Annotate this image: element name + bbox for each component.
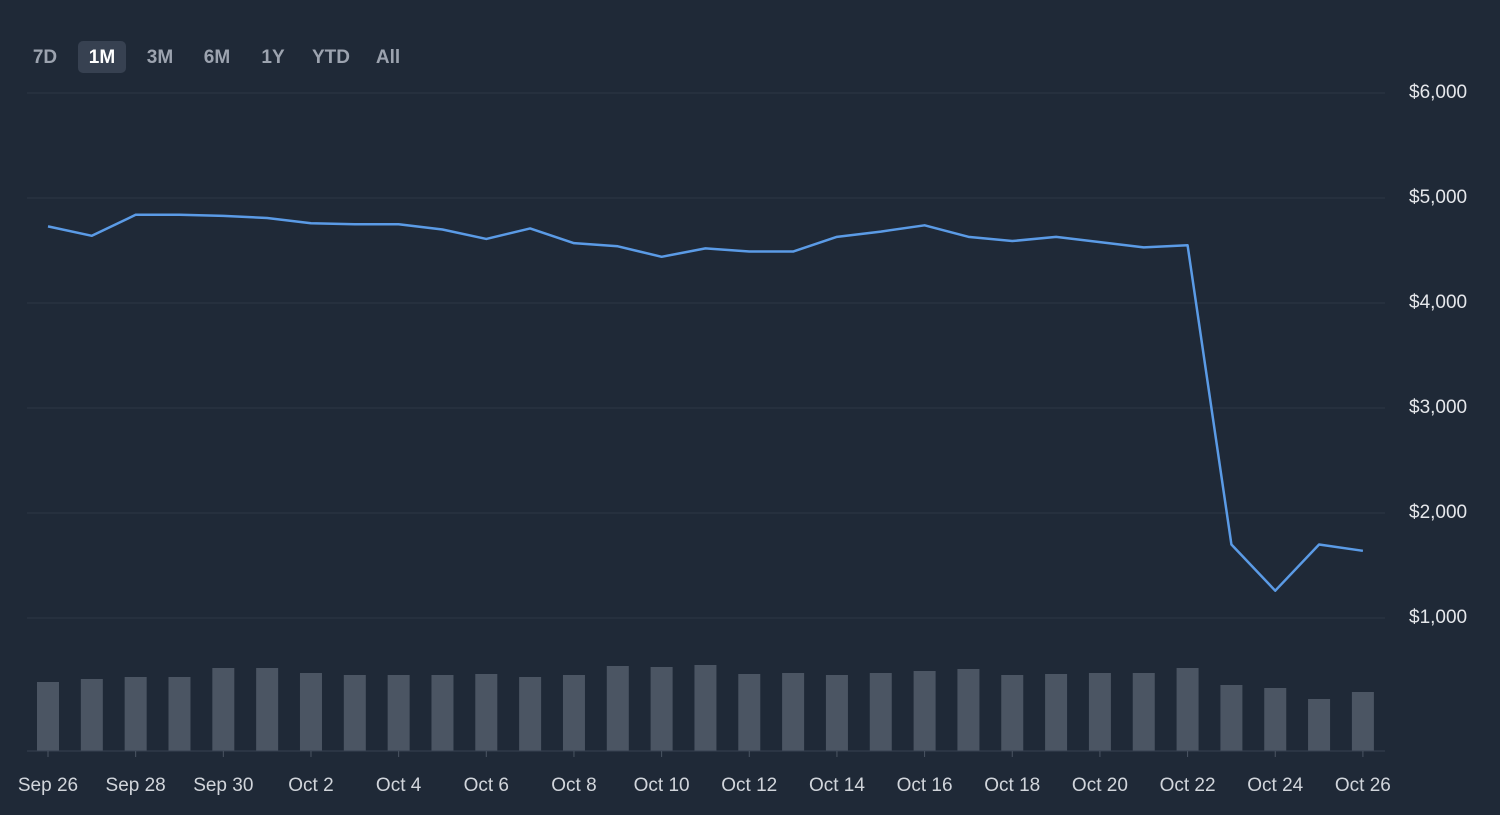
volume-bar	[869, 673, 892, 751]
x-tick-label: Oct 16	[897, 775, 953, 796]
range-button[interactable]: 3M	[147, 47, 173, 68]
range-button[interactable]: 6M	[204, 47, 230, 68]
range-button[interactable]: 1Y	[261, 47, 285, 68]
volume-bar	[957, 669, 980, 751]
y-tick-label: $3,000	[1409, 397, 1467, 418]
x-tick-label: Sep 28	[106, 775, 166, 796]
range-button[interactable]: All	[376, 47, 400, 68]
y-tick-label: $4,000	[1409, 292, 1467, 313]
x-tick-label: Oct 4	[376, 775, 422, 796]
volume-bar	[1088, 673, 1111, 751]
volume-bar	[913, 671, 936, 751]
price-line	[47, 213, 1364, 592]
x-tick-label: Oct 10	[634, 775, 690, 796]
range-button[interactable]: 7D	[33, 47, 57, 68]
volume-bar	[299, 673, 322, 751]
y-tick-label: $2,000	[1409, 502, 1467, 523]
volume-bar	[37, 682, 59, 751]
volume-bar	[80, 679, 103, 751]
volume-bar	[694, 665, 717, 751]
volume-bar	[650, 667, 673, 751]
volume-bar	[1220, 685, 1243, 751]
x-tick-label: Oct 24	[1247, 775, 1303, 796]
range-button[interactable]: 1M	[89, 47, 115, 68]
x-tick-label: Sep 26	[18, 775, 78, 796]
x-tick-label: Oct 14	[809, 775, 865, 796]
volume-bar	[825, 675, 848, 751]
volume-bar	[782, 673, 805, 751]
volume-bar	[212, 668, 235, 751]
volume-bar	[1045, 674, 1068, 751]
volume-bar	[1308, 699, 1331, 751]
volume-bar	[256, 668, 279, 751]
x-tick-label: Oct 22	[1160, 775, 1216, 796]
y-tick-label: $6,000	[1409, 82, 1467, 103]
x-tick-label: Oct 2	[288, 775, 333, 796]
volume-bar	[738, 674, 761, 751]
x-tick-label: Oct 6	[464, 775, 509, 796]
volume-bar	[475, 674, 498, 751]
y-tick-label: $5,000	[1409, 187, 1467, 208]
volume-bar	[562, 675, 585, 751]
volume-bar	[124, 677, 147, 751]
x-tick-label: Oct 18	[984, 775, 1040, 796]
volume-bar	[168, 677, 191, 751]
volume-bar	[1176, 668, 1199, 751]
volume-bar	[343, 675, 366, 751]
volume-bar	[1132, 673, 1155, 751]
range-button-bg[interactable]	[78, 41, 126, 73]
volume-bar	[1264, 688, 1287, 751]
volume-bar	[1001, 675, 1024, 751]
range-button[interactable]: YTD	[312, 47, 350, 68]
x-tick-label: Sep 30	[193, 775, 253, 796]
volume-bar	[431, 675, 454, 751]
volume-bar	[387, 675, 410, 751]
x-tick-label: Oct 12	[721, 775, 777, 796]
x-tick-label: Oct 20	[1072, 775, 1128, 796]
y-tick-label: $1,000	[1409, 607, 1467, 628]
volume-bar	[519, 677, 542, 751]
volume-bar	[606, 666, 629, 751]
x-tick-label: Oct 8	[551, 775, 596, 796]
volume-bar	[1351, 692, 1374, 751]
x-tick-label: Oct 26	[1335, 775, 1391, 796]
